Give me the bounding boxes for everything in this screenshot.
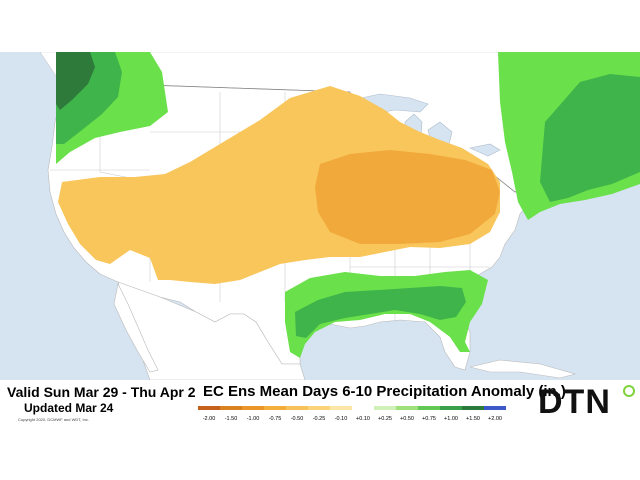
scale-swatch: [418, 406, 440, 410]
scale-tick-label: +1.00: [444, 416, 458, 422]
above-normal-pacific-nw-dark: [56, 52, 95, 110]
precipitation-anomaly-map: [0, 51, 640, 381]
scale-swatch: [440, 406, 462, 410]
scale-swatch: [264, 406, 286, 410]
dtn-logo-text: DTN: [538, 383, 611, 421]
above-normal-southeast-mid: [295, 286, 466, 338]
scale-swatch: [484, 406, 506, 410]
scale-tick-label: -1.50: [225, 416, 238, 422]
map-title: EC Ens Mean Days 6-10 Precipitation Anom…: [203, 383, 566, 400]
scale-swatch: [220, 406, 242, 410]
scale-swatch: [308, 406, 330, 410]
scale-swatch: [374, 406, 396, 410]
map-footer: Valid Sun Mar 29 - Thu Apr 2 Updated Mar…: [0, 380, 640, 428]
scale-swatch: [396, 406, 418, 410]
valid-period-label: Valid Sun Mar 29 - Thu Apr 2: [7, 384, 196, 400]
scale-tick-label: -1.00: [247, 416, 260, 422]
scale-tick-label: -2.00: [203, 416, 216, 422]
scale-tick-label: +2.00: [488, 416, 502, 422]
scale-tick-label: +0.10: [356, 416, 370, 422]
scale-tick-label: -0.10: [335, 416, 348, 422]
above-normal-northeast-mid: [540, 74, 640, 202]
scale-tick-label: +1.50: [466, 416, 480, 422]
scale-swatch: [462, 406, 484, 410]
scale-swatch: [286, 406, 308, 410]
scale-swatch: [242, 406, 264, 410]
dtn-logo: DTN: [538, 382, 638, 424]
scale-swatch: [198, 406, 220, 410]
scale-tick-label: -0.75: [269, 416, 282, 422]
map-svg: [0, 51, 640, 381]
scale-swatch: [352, 406, 374, 410]
below-normal-dark-area: [315, 150, 500, 244]
copyright-label: Copyright 2020, DCMWF and WDT, Inc.: [18, 417, 89, 422]
baja-california: [113, 283, 159, 373]
cuba: [469, 359, 577, 379]
scale-tick-label: -0.50: [291, 416, 304, 422]
scale-tick-label: +0.50: [400, 416, 414, 422]
scale-tick-label: -0.25: [313, 416, 326, 422]
scale-swatch: [330, 406, 352, 410]
color-scale-legend: -2.00 -1.50 -1.00 -0.75 -0.50 -0.25 -0.10 +0.10…: [198, 406, 506, 422]
dtn-logo-accent-icon: [623, 385, 635, 397]
scale-tick-label: +0.25: [378, 416, 392, 422]
scale-tick-label: +0.75: [422, 416, 436, 422]
updated-label: Updated Mar 24: [24, 401, 114, 415]
